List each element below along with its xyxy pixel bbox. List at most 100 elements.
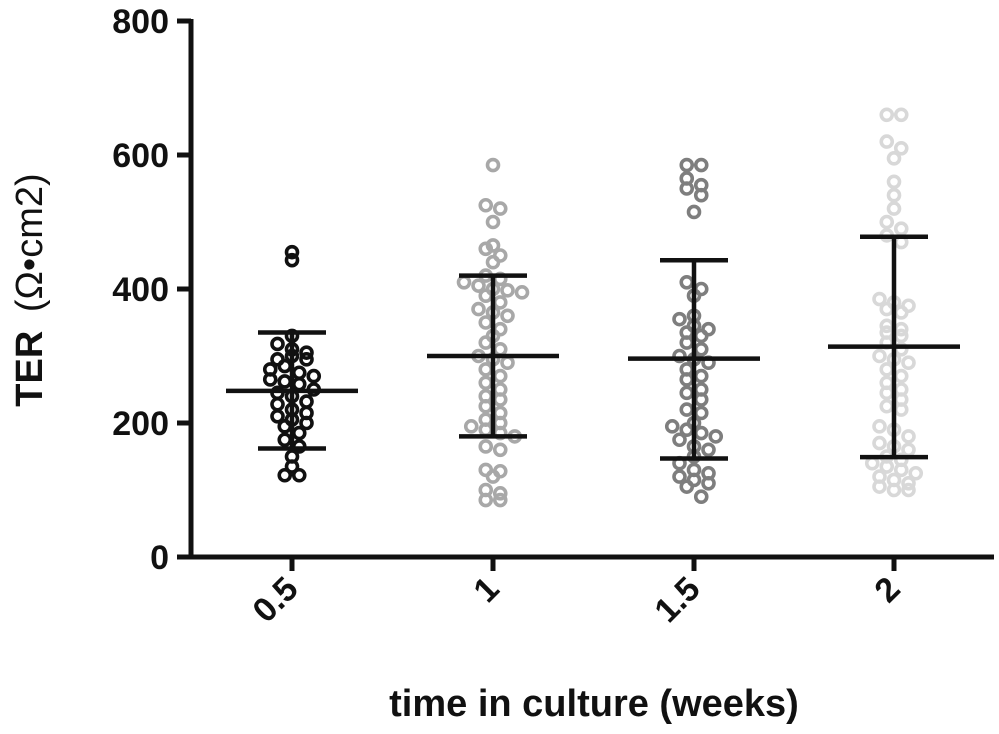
data-point (879, 214, 895, 230)
data-point (485, 469, 501, 484)
data-point (500, 355, 515, 371)
data-point (879, 362, 895, 377)
data-point (886, 174, 902, 190)
data-point (708, 429, 724, 444)
data-point (879, 385, 895, 401)
data-point (478, 375, 494, 391)
data-point (893, 462, 909, 478)
data-point (908, 465, 924, 481)
data-point (478, 335, 494, 350)
data-point (901, 355, 916, 371)
x-tick-label: 2 (867, 570, 907, 610)
data-point (893, 305, 909, 320)
data-point (514, 285, 530, 300)
data-point (893, 221, 909, 236)
data-point (886, 187, 902, 203)
data-point (679, 385, 695, 401)
y-axis-title-main: TER (9, 331, 51, 407)
data-point (277, 358, 293, 374)
data-point (478, 315, 494, 330)
data-point (893, 107, 909, 123)
y-tick-label: 200 (112, 405, 169, 443)
data-point (284, 244, 300, 260)
data-point (686, 204, 702, 220)
data-point (886, 201, 902, 216)
y-tick-label: 400 (112, 271, 169, 309)
data-point (679, 402, 695, 417)
data-point (270, 408, 285, 424)
data-point (270, 396, 285, 412)
data-point (679, 157, 695, 173)
data-point (901, 482, 916, 498)
data-point (492, 492, 508, 508)
data-point (471, 301, 486, 317)
data-point (478, 197, 494, 213)
data-point (679, 372, 695, 387)
data-point (886, 482, 902, 498)
y-tick-label: 600 (112, 137, 169, 175)
data-point (872, 348, 887, 364)
data-point (679, 274, 695, 290)
data-point (306, 368, 322, 384)
data-point (672, 432, 687, 448)
data-point (893, 402, 909, 417)
data-point (886, 151, 902, 166)
data-points (262, 107, 924, 508)
data-point (485, 157, 501, 173)
data-point (291, 365, 307, 381)
data-point (679, 181, 695, 196)
data-point (456, 274, 472, 290)
data-point (701, 442, 716, 458)
data-point (299, 394, 314, 409)
data-point (478, 422, 494, 438)
data-point (693, 157, 709, 173)
error-bars (226, 234, 960, 461)
data-point (262, 372, 278, 387)
data-point (471, 278, 486, 293)
data-point (693, 489, 709, 505)
data-point (693, 368, 709, 384)
data-point (291, 467, 307, 483)
data-point (492, 392, 508, 407)
data-point (872, 435, 887, 451)
data-point (485, 254, 501, 270)
data-point (872, 479, 887, 494)
data-point (879, 134, 895, 149)
data-point (291, 425, 307, 441)
y-tick-label: 800 (112, 3, 169, 41)
data-point (500, 283, 515, 298)
axes: 0 200 400 600 800 0.5 1 1.5 2 (112, 3, 994, 630)
data-point (672, 311, 687, 327)
data-point (879, 398, 895, 414)
data-point (492, 368, 508, 384)
data-point (693, 392, 709, 407)
data-point (478, 398, 494, 414)
data-point (664, 419, 680, 434)
data-point (693, 187, 709, 203)
data-point (485, 238, 501, 253)
x-axis-title: time in culture (weeks) (389, 683, 799, 725)
data-point (299, 345, 314, 360)
data-point (291, 376, 307, 392)
data-point (492, 201, 508, 216)
data-point (478, 362, 494, 377)
data-point (872, 419, 887, 434)
data-point (679, 335, 695, 350)
data-point (879, 107, 895, 123)
data-point (492, 486, 508, 501)
data-point (284, 252, 300, 268)
data-point (463, 419, 479, 434)
data-point (693, 425, 709, 441)
data-point (299, 352, 314, 367)
data-point (478, 241, 494, 257)
x-tick-label: 1 (466, 570, 506, 610)
data-point (872, 291, 887, 307)
data-point (701, 475, 716, 491)
data-point (277, 419, 293, 434)
data-point (500, 308, 515, 324)
data-point (284, 459, 300, 474)
data-point (672, 469, 687, 484)
data-point (277, 374, 293, 389)
data-point (277, 467, 293, 483)
data-point (693, 328, 709, 344)
